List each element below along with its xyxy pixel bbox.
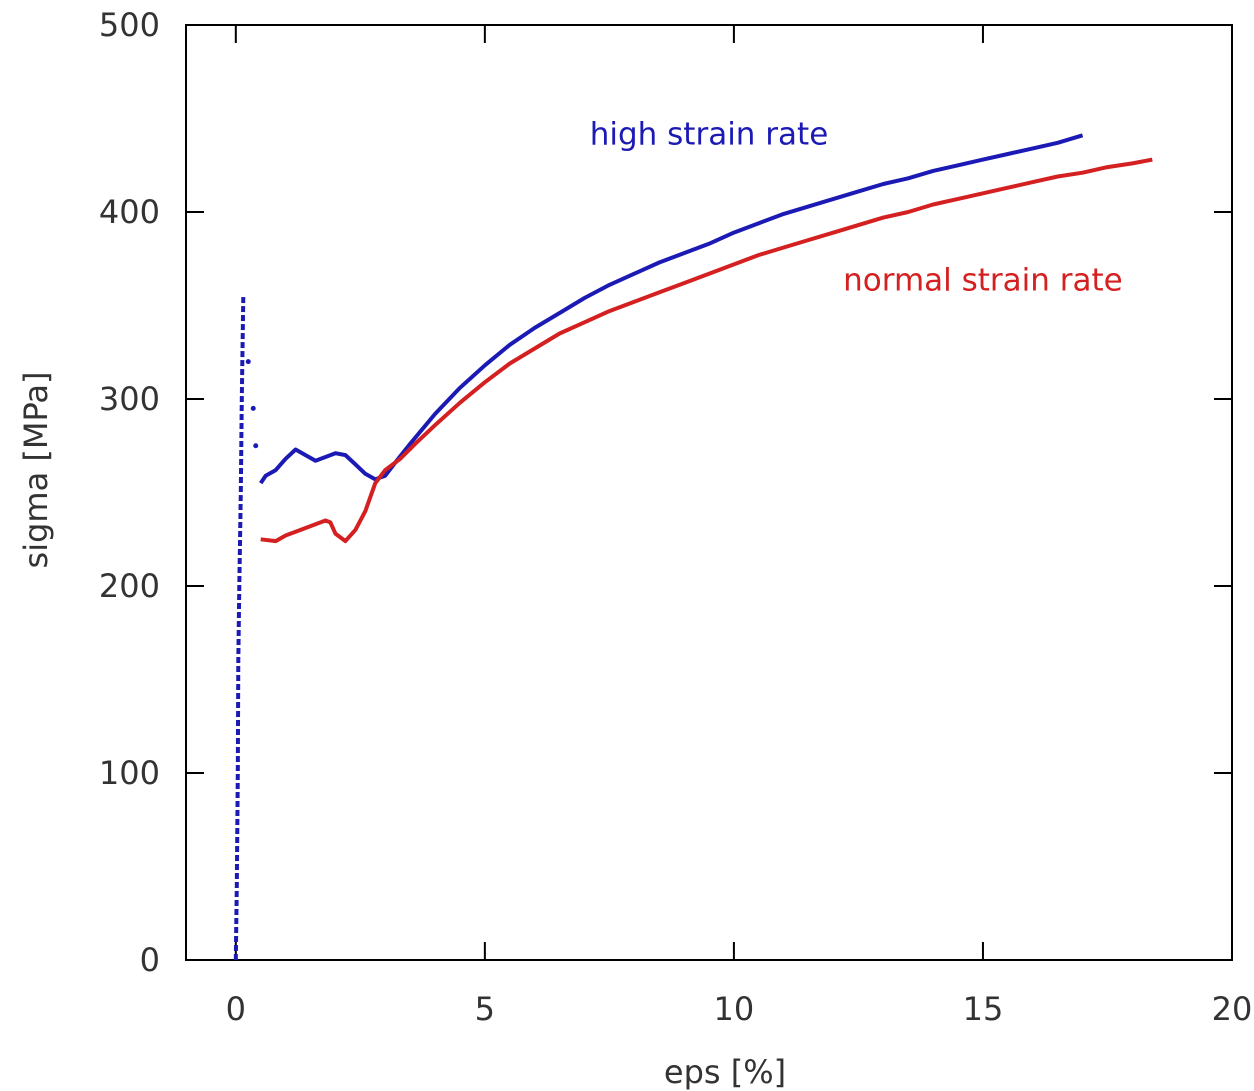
y-tick-labels: 0 100 200 300 400 500 bbox=[99, 6, 160, 979]
x-tick-label: 20 bbox=[1212, 990, 1253, 1028]
x-tick-label: 15 bbox=[963, 990, 1004, 1028]
series-line-elastic bbox=[233, 296, 246, 961]
x-tick-labels: 0 5 10 15 20 bbox=[226, 990, 1253, 1028]
y-tick-label: 400 bbox=[99, 193, 160, 231]
x-tick-label: 10 bbox=[714, 990, 755, 1028]
series-normal-strain-rate bbox=[260, 157, 1153, 544]
plot-frame bbox=[185, 24, 1233, 961]
annotation-layer: high strain rate normal strain rate bbox=[590, 117, 1123, 299]
series-line bbox=[259, 133, 1084, 485]
axis-ticks bbox=[186, 24, 1233, 961]
series-line bbox=[260, 157, 1153, 544]
series-point bbox=[250, 405, 256, 411]
series-layer bbox=[233, 133, 1153, 961]
series-high-strain-rate bbox=[233, 133, 1084, 961]
x-axis-label: eps [%] bbox=[664, 1053, 786, 1091]
y-axis-label: sigma [MPa] bbox=[17, 372, 55, 569]
y-tick-label: 100 bbox=[99, 754, 160, 792]
annotation-normal-strain-rate: normal strain rate bbox=[843, 263, 1123, 299]
series-point bbox=[253, 443, 259, 449]
x-tick-label: 5 bbox=[475, 990, 495, 1028]
series-point bbox=[245, 359, 251, 365]
y-tick-label: 0 bbox=[140, 941, 160, 979]
y-tick-label: 200 bbox=[99, 567, 160, 605]
x-tick-label: 0 bbox=[226, 990, 246, 1028]
annotation-high-strain-rate: high strain rate bbox=[590, 117, 829, 153]
y-tick-label: 300 bbox=[99, 380, 160, 418]
y-tick-label: 500 bbox=[99, 6, 160, 44]
